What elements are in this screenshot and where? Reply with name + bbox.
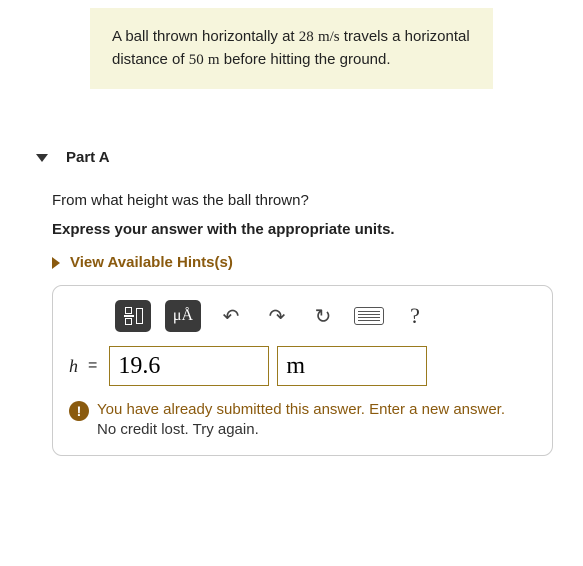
keyboard-icon <box>354 307 384 325</box>
answer-row: h = <box>69 346 536 386</box>
equation-toolbar: μÅ ↶ ↷ ↻ ? <box>115 300 536 332</box>
answer-variable: h <box>69 356 78 377</box>
expand-icon <box>52 257 60 269</box>
mu-angstrom-icon: μÅ <box>173 307 193 325</box>
feedback-line2: No credit lost. Try again. <box>97 421 259 438</box>
hints-label: View Available Hints(s) <box>70 254 233 271</box>
answer-value-input[interactable] <box>109 346 269 386</box>
distance-value: 50 <box>189 52 204 68</box>
fraction-template-icon <box>124 307 143 325</box>
redo-icon: ↷ <box>269 304 286 329</box>
help-button[interactable]: ? <box>399 301 431 331</box>
problem-statement: A ball thrown horizontally at 28 m/s tra… <box>90 8 493 89</box>
part-body: From what height was the ball thrown? Ex… <box>52 192 553 456</box>
velocity-value: 28 <box>299 29 314 45</box>
feedback-text: You have already submitted this answer. … <box>97 400 505 441</box>
view-hints-button[interactable]: View Available Hints(s) <box>52 254 553 271</box>
problem-post: before hitting the ground. <box>220 51 391 68</box>
keyboard-button[interactable] <box>353 301 385 331</box>
distance-unit: m <box>208 52 220 68</box>
answer-unit-input[interactable] <box>277 346 427 386</box>
collapse-icon <box>36 154 48 162</box>
help-icon: ? <box>410 303 420 329</box>
undo-icon: ↶ <box>223 304 240 329</box>
reset-icon: ↻ <box>315 304 332 329</box>
part-label: Part A <box>66 149 110 166</box>
special-chars-button[interactable]: μÅ <box>165 300 201 332</box>
question-text: From what height was the ball thrown? <box>52 192 553 209</box>
redo-button[interactable]: ↷ <box>261 301 293 331</box>
warning-icon: ! <box>69 401 89 421</box>
feedback: ! You have already submitted this answer… <box>69 400 536 441</box>
template-button[interactable] <box>115 300 151 332</box>
part-header[interactable]: Part A <box>18 139 565 174</box>
feedback-line1: You have already submitted this answer. … <box>97 401 505 418</box>
instruction-text: Express your answer with the appropriate… <box>52 221 553 238</box>
velocity-unit: m/s <box>318 29 340 45</box>
reset-button[interactable]: ↻ <box>307 301 339 331</box>
problem-pre: A ball thrown horizontally at <box>112 28 299 45</box>
equals-sign: = <box>88 357 97 375</box>
answer-panel: μÅ ↶ ↷ ↻ ? h = ! <box>52 285 553 456</box>
undo-button[interactable]: ↶ <box>215 301 247 331</box>
